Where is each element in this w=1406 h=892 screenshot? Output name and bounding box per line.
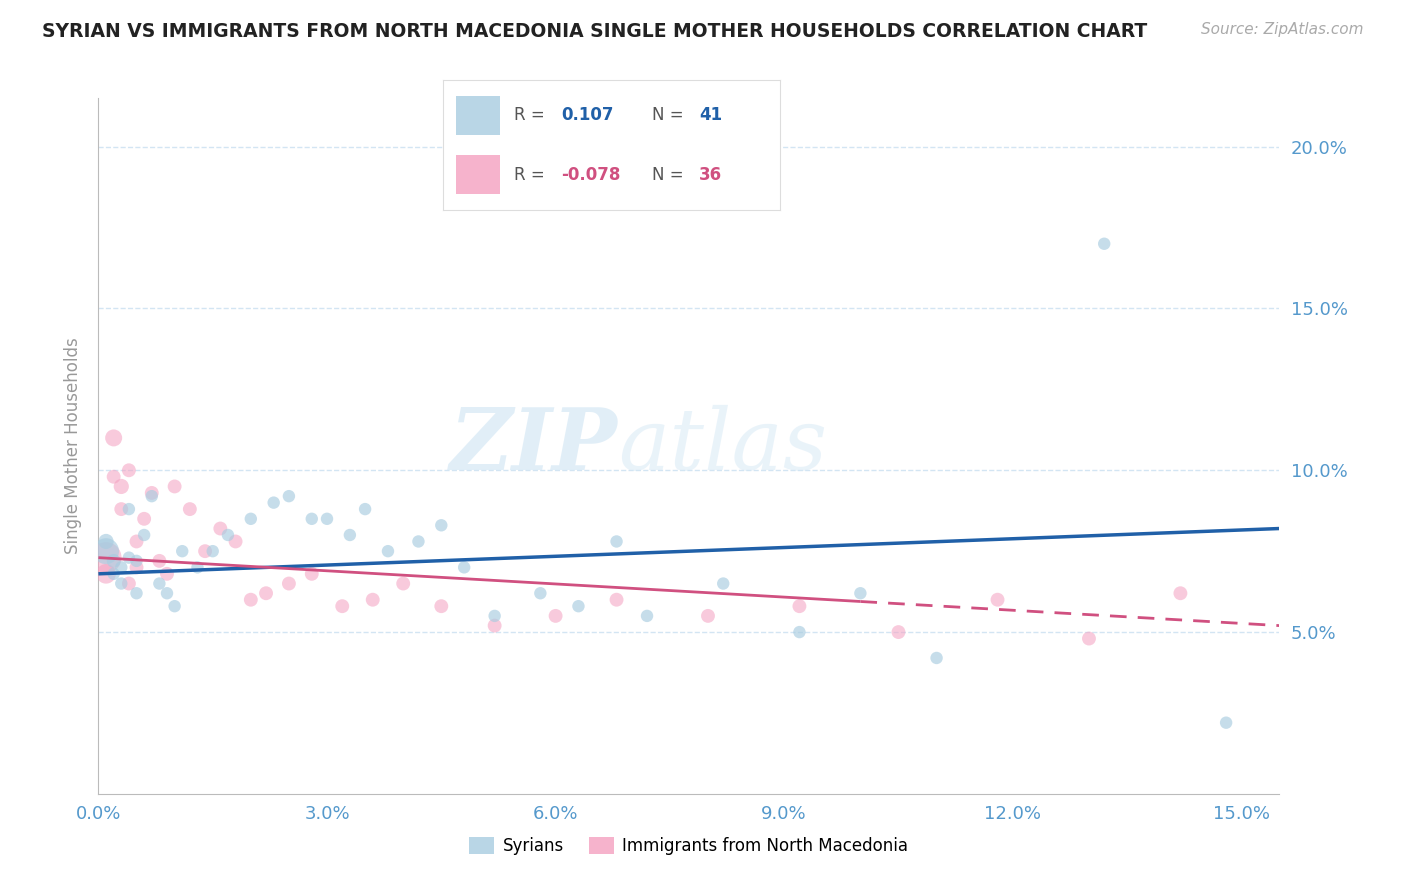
Point — [408, 534, 430, 549]
Text: N =: N = — [652, 166, 683, 184]
Point — [209, 522, 232, 536]
Point — [217, 528, 239, 542]
Point — [125, 586, 148, 600]
Point — [118, 463, 141, 477]
Text: 41: 41 — [699, 106, 723, 124]
Point — [134, 528, 156, 542]
Point — [377, 544, 399, 558]
Point — [567, 599, 589, 614]
Point — [263, 495, 285, 509]
Text: 0.107: 0.107 — [561, 106, 613, 124]
Point — [301, 566, 323, 581]
Point — [887, 625, 910, 640]
Point — [711, 576, 734, 591]
Point — [103, 469, 125, 483]
Point — [1170, 586, 1192, 600]
Point — [697, 608, 720, 623]
Bar — [457, 95, 501, 135]
Point — [925, 651, 948, 665]
Point — [636, 608, 658, 623]
Point — [606, 534, 628, 549]
Point — [148, 576, 170, 591]
Point — [849, 586, 872, 600]
Point — [789, 625, 811, 640]
Point — [277, 576, 299, 591]
Point — [789, 599, 811, 614]
Point — [103, 431, 125, 445]
Point — [186, 560, 208, 574]
Point — [339, 528, 361, 542]
Point — [163, 479, 186, 493]
Point — [125, 534, 148, 549]
Point — [1215, 715, 1237, 730]
Point — [118, 576, 141, 591]
Point — [316, 512, 339, 526]
Text: -0.078: -0.078 — [561, 166, 620, 184]
Point — [201, 544, 224, 558]
Text: ZIP: ZIP — [450, 404, 619, 488]
Point — [118, 550, 141, 565]
Point — [172, 544, 194, 558]
Point — [110, 560, 132, 574]
Point — [94, 544, 117, 558]
Point — [239, 512, 262, 526]
Point — [529, 586, 551, 600]
Point — [986, 592, 1008, 607]
Point — [103, 566, 125, 581]
Point — [103, 554, 125, 568]
Point — [156, 566, 179, 581]
Text: R =: R = — [513, 166, 544, 184]
Point — [148, 554, 170, 568]
Text: SYRIAN VS IMMIGRANTS FROM NORTH MACEDONIA SINGLE MOTHER HOUSEHOLDS CORRELATION C: SYRIAN VS IMMIGRANTS FROM NORTH MACEDONI… — [42, 22, 1147, 41]
Point — [301, 512, 323, 526]
Point — [392, 576, 415, 591]
Point — [110, 502, 132, 516]
Point — [125, 554, 148, 568]
Point — [1092, 236, 1115, 251]
Point — [330, 599, 353, 614]
Point — [163, 599, 186, 614]
Point — [141, 489, 163, 503]
Point — [361, 592, 384, 607]
Point — [277, 489, 299, 503]
Point — [94, 534, 117, 549]
Point — [94, 566, 117, 581]
Text: atlas: atlas — [619, 405, 827, 487]
Point — [484, 608, 506, 623]
Point — [141, 486, 163, 500]
Point — [239, 592, 262, 607]
Point — [194, 544, 217, 558]
Text: N =: N = — [652, 106, 683, 124]
Point — [354, 502, 377, 516]
Point — [134, 512, 156, 526]
Point — [110, 576, 132, 591]
Legend: Syrians, Immigrants from North Macedonia: Syrians, Immigrants from North Macedonia — [463, 830, 915, 862]
Y-axis label: Single Mother Households: Single Mother Households — [65, 338, 83, 554]
Point — [430, 518, 453, 533]
Point — [430, 599, 453, 614]
Point — [156, 586, 179, 600]
Point — [94, 550, 117, 565]
Text: R =: R = — [513, 106, 544, 124]
Point — [179, 502, 201, 516]
Point — [453, 560, 475, 574]
Point — [1078, 632, 1101, 646]
Point — [118, 502, 141, 516]
Point — [225, 534, 247, 549]
Bar — [457, 155, 501, 194]
Point — [484, 618, 506, 632]
Text: Source: ZipAtlas.com: Source: ZipAtlas.com — [1201, 22, 1364, 37]
Point — [254, 586, 277, 600]
Point — [110, 479, 132, 493]
Text: 36: 36 — [699, 166, 723, 184]
Point — [544, 608, 567, 623]
Point — [125, 560, 148, 574]
Point — [606, 592, 628, 607]
